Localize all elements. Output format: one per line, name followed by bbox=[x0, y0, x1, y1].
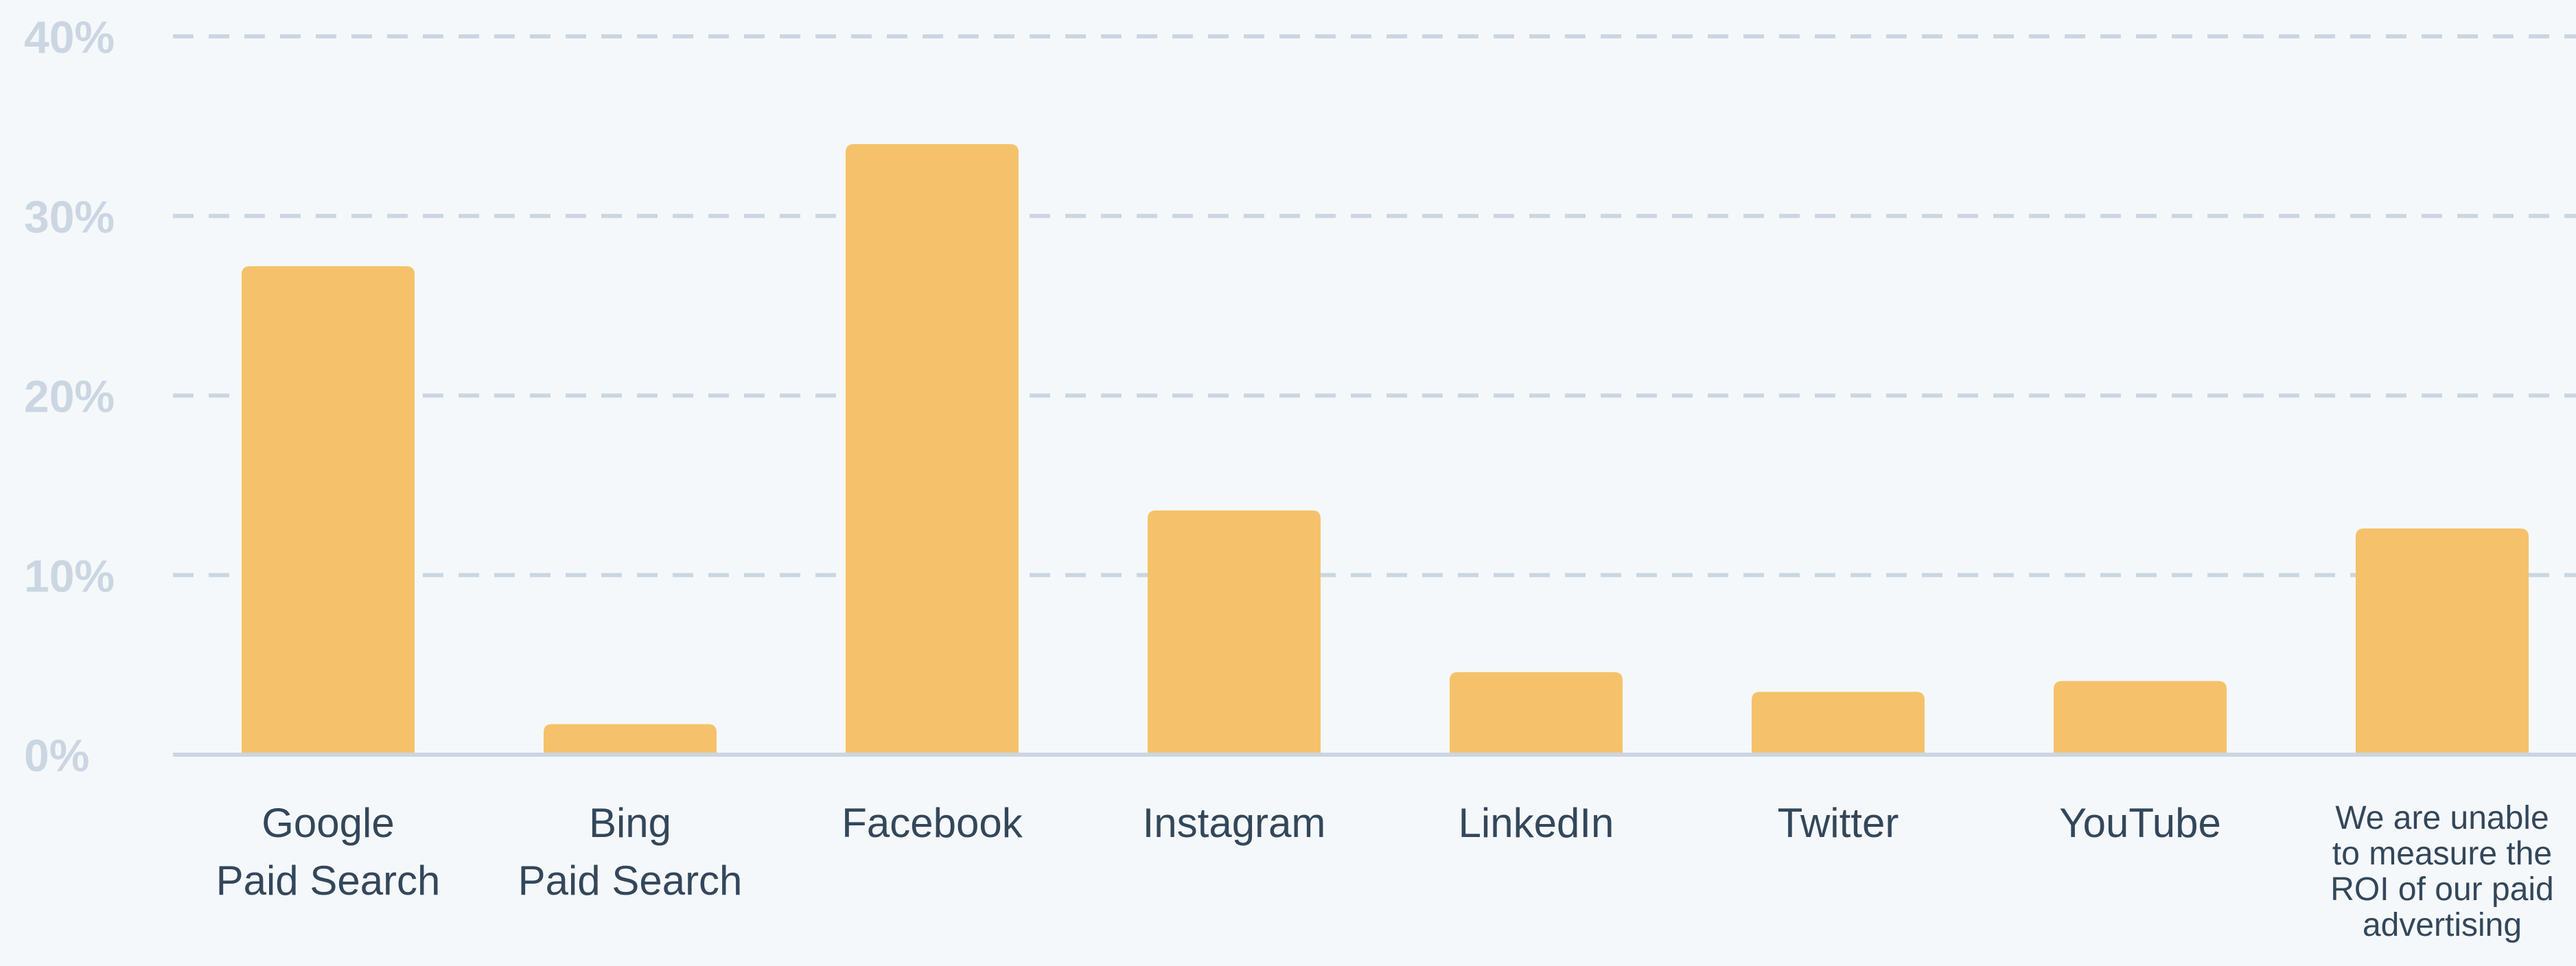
x-category-label: Twitter bbox=[1778, 800, 1899, 846]
bar bbox=[2054, 681, 2227, 755]
y-tick-label: 0% bbox=[24, 730, 89, 781]
x-category-label: LinkedIn bbox=[1459, 800, 1614, 846]
x-category-label: YouTube bbox=[2059, 800, 2221, 846]
bar bbox=[1752, 692, 1925, 755]
bar bbox=[2356, 528, 2529, 755]
x-category-label: Instagram bbox=[1143, 800, 1326, 846]
x-category-label: We are unable to measure the ROI of our pa… bbox=[2330, 800, 2554, 943]
bar bbox=[544, 724, 717, 755]
y-tick-label: 10% bbox=[24, 550, 115, 601]
x-category-label: Bing Paid Search bbox=[518, 800, 743, 904]
gridlines bbox=[173, 34, 2576, 578]
bar bbox=[1450, 672, 1623, 755]
y-axis-ticks: 0% 10% 20% 30% 40% bbox=[24, 12, 115, 781]
bar bbox=[1148, 510, 1321, 755]
y-tick-label: 40% bbox=[24, 12, 115, 62]
bar bbox=[846, 144, 1019, 755]
x-category-label: Google Paid Search bbox=[216, 800, 441, 904]
y-tick-label: 30% bbox=[24, 191, 115, 242]
x-axis-labels: Google Paid Search Bing Paid Search Facebook… bbox=[216, 800, 2554, 943]
y-tick-label: 20% bbox=[24, 371, 115, 422]
bars bbox=[242, 144, 2529, 755]
x-category-label: Facebook bbox=[842, 800, 1023, 846]
bar bbox=[242, 266, 415, 755]
